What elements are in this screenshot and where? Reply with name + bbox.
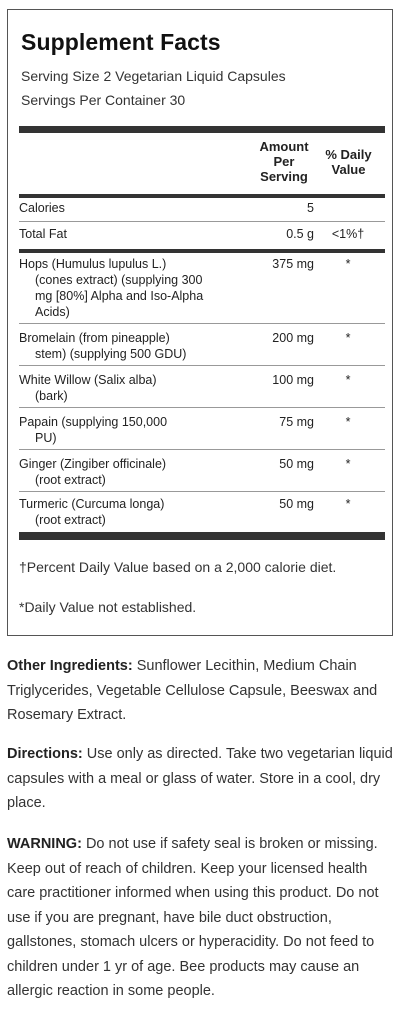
ingredient-amount: 75 mg — [279, 415, 314, 429]
ingredient-dv: * — [345, 457, 351, 471]
footnote-not-established: *Daily Value not established. — [19, 599, 197, 615]
ingredient-line: stem) (supplying 500 GDU) — [35, 347, 187, 361]
warning-label: WARNING: — [7, 836, 82, 852]
amount-per-serving-header: Amount Per Serving — [244, 139, 324, 184]
row-divider — [19, 323, 385, 324]
other-ingredients: Other Ingredients: Sunflower Lecithin, M… — [7, 654, 393, 728]
serving-size: Serving Size 2 Vegetarian Liquid Capsule… — [21, 68, 286, 84]
ingredient-name-turmeric: Turmeric (Curcuma longa) (root extract) — [19, 496, 234, 528]
ingredient-dv: * — [345, 257, 351, 271]
section-bar — [19, 249, 385, 253]
ingredient-line: mg [80%] Alpha and Iso-Alpha — [35, 289, 204, 303]
ingredient-name-papain: Papain (supplying 150,000 PU) — [19, 414, 234, 446]
dv-header-line-2: Value — [331, 162, 366, 177]
row-divider — [19, 365, 385, 366]
other-ingredients-text: Sunflower Lecithin, Medium Chain Triglyc… — [7, 658, 378, 723]
facts-title: Supplement Facts — [21, 29, 221, 55]
dv-header-line-1: % Daily — [325, 147, 372, 162]
calories-label: Calories — [19, 201, 65, 215]
amount-header-line-1: Amount — [259, 139, 309, 154]
ingredient-line: (bark) — [35, 389, 68, 403]
amount-header-line-2: Per — [273, 154, 295, 169]
footer-bar — [19, 532, 385, 540]
ingredient-line: Papain (supplying 150,000 — [19, 415, 168, 429]
ingredient-dv: * — [345, 415, 351, 429]
supplement-facts-panel: Supplement Facts Serving Size 2 Vegetari… — [7, 9, 393, 636]
directions: Directions: Use only as directed. Take t… — [7, 742, 393, 816]
row-divider — [19, 491, 385, 492]
ingredient-amount: 375 mg — [272, 257, 314, 271]
ingredient-line: White Willow (Salix alba) — [19, 373, 157, 387]
other-ingredients-label: Other Ingredients: — [7, 658, 133, 674]
calories-amount: 5 — [307, 201, 314, 215]
ingredient-line: (root extract) — [35, 473, 106, 487]
ingredient-amount: 100 mg — [272, 373, 314, 387]
amount-header-line-3: Serving — [260, 169, 308, 184]
ingredient-name-ginger: Ginger (Zingiber officinale) (root extra… — [19, 456, 234, 488]
directions-label: Directions: — [7, 746, 83, 762]
ingredient-line: Turmeric (Curcuma longa) — [19, 497, 165, 511]
warning: WARNING: Do not use if safety seal is br… — [7, 832, 393, 1004]
ingredient-dv: * — [345, 373, 351, 387]
ingredient-name-hops: Hops (Humulus lupulus L.) (cones extract… — [19, 256, 234, 320]
header-bar-bottom — [19, 194, 385, 198]
daily-value-header: % Daily Value — [316, 147, 381, 177]
ingredient-dv: * — [345, 497, 351, 511]
directions-text: Use only as directed. Take two vegetaria… — [7, 746, 393, 811]
ingredient-line: (root extract) — [35, 513, 106, 527]
ingredient-dv: * — [345, 331, 351, 345]
row-divider — [19, 407, 385, 408]
ingredient-name-white-willow: White Willow (Salix alba) (bark) — [19, 372, 234, 404]
footnote-daily-value: †Percent Daily Value based on a 2,000 ca… — [19, 559, 337, 575]
ingredient-line: (cones extract) (supplying 300 — [35, 273, 203, 287]
total-fat-amount: 0.5 g — [286, 227, 314, 241]
ingredient-amount: 200 mg — [272, 331, 314, 345]
ingredient-amount: 50 mg — [279, 497, 314, 511]
ingredient-name-bromelain: Bromelain (from pineapple) stem) (supply… — [19, 330, 234, 362]
total-fat-label: Total Fat — [19, 227, 67, 241]
ingredient-line: Ginger (Zingiber officinale) — [19, 457, 167, 471]
row-divider — [19, 449, 385, 450]
ingredient-amount: 50 mg — [279, 457, 314, 471]
header-bar-top — [19, 126, 385, 133]
row-divider — [19, 221, 385, 222]
ingredient-line: Hops (Humulus lupulus L.) — [19, 257, 167, 271]
ingredient-line: Acids) — [35, 305, 70, 319]
warning-text: Do not use if safety seal is broken or m… — [7, 836, 379, 999]
servings-per-container: Servings Per Container 30 — [21, 92, 186, 108]
ingredient-line: Bromelain (from pineapple) — [19, 331, 170, 345]
total-fat-dv: <1%† — [331, 227, 365, 241]
ingredient-line: PU) — [35, 431, 57, 445]
